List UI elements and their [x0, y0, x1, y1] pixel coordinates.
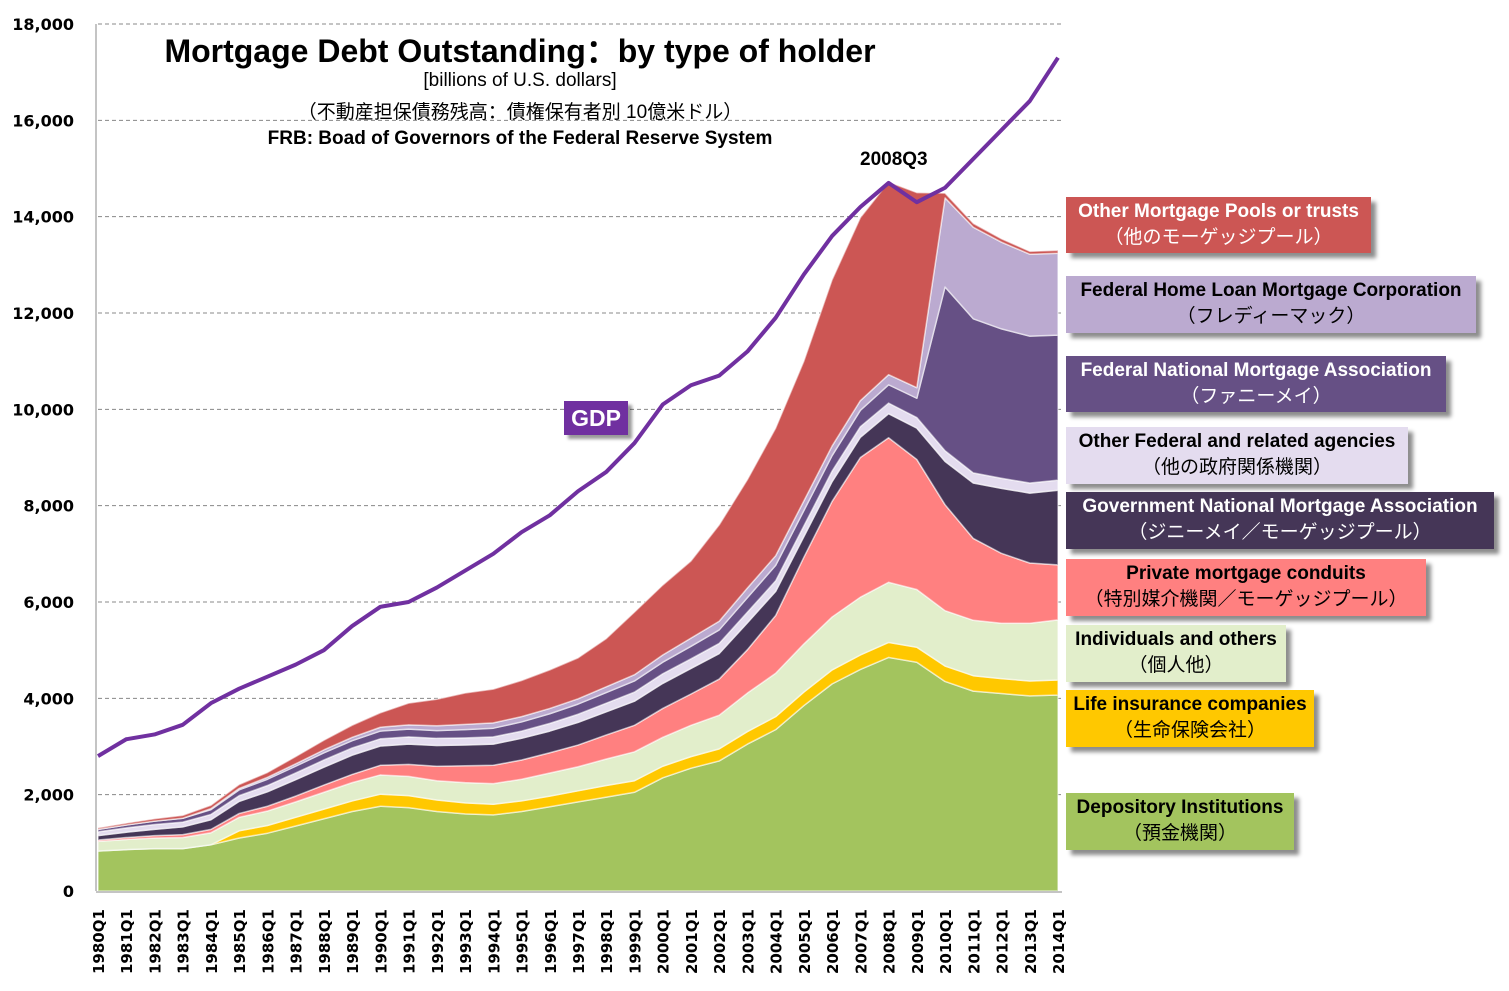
legend-item-label-ja: （生命保険会社） — [1113, 720, 1266, 741]
legend-item-label-ja: （特別媒介機関／モーゲッジプール） — [1084, 589, 1408, 610]
y-tick-label: 6,000 — [23, 593, 74, 612]
y-tick-label: 16,000 — [12, 111, 74, 130]
x-tick-label: 1990Q1 — [372, 909, 390, 974]
x-tick-label: 2006Q1 — [824, 909, 842, 974]
x-tick-label: 2010Q1 — [937, 909, 955, 974]
legend-item-label-ja: （他のモーゲッジプール） — [1104, 227, 1333, 248]
area-other-mortgage-pools-or-trusts — [97, 181, 1059, 831]
legend-item: Federal National Mortgage Association （ファ… — [1066, 356, 1446, 412]
y-tick-label: 4,000 — [23, 689, 74, 708]
x-tick-label: 1989Q1 — [344, 909, 362, 974]
legend-item-label: Life insurance companies — [1073, 694, 1307, 715]
x-tick-label: 2008Q1 — [881, 909, 899, 974]
chart-subtitle-ja: （不動産担保債務残高：債権保有者別 10億米ドル） — [297, 102, 743, 123]
legend-item-label-ja: （預金機関） — [1122, 823, 1237, 844]
x-tick-label: 1987Q1 — [288, 909, 306, 974]
x-tick-label: 2001Q1 — [683, 909, 701, 974]
x-tick-label: 1988Q1 — [316, 909, 334, 974]
x-tick-label: 1983Q1 — [175, 909, 193, 974]
legend-item: Depository Institutions （預金機関） — [1066, 793, 1294, 850]
x-tick-label: 1981Q1 — [118, 909, 136, 974]
stacked-areas — [97, 181, 1059, 892]
x-tick-label: 1985Q1 — [231, 909, 249, 974]
legend-item: Federal Home Loan Mortgage Corporation （フ… — [1066, 276, 1476, 333]
legend-item: Other Mortgage Pools or trusts （他のモーゲッジプー… — [1066, 197, 1371, 253]
x-tick-label: 1992Q1 — [429, 909, 447, 974]
x-tick-label: 2012Q1 — [994, 909, 1012, 974]
chart-source: FRB: Boad of Governors of the Federal Re… — [267, 128, 773, 149]
chart-title: Mortgage Debt Outstanding：by type of hol… — [164, 33, 876, 69]
gdp-line — [96, 56, 1060, 758]
peak-annotation: 2008Q3 — [860, 149, 928, 170]
legend-item-label: Individuals and others — [1075, 629, 1277, 650]
x-tick-label: 2004Q1 — [768, 909, 786, 974]
x-tick-label: 2007Q1 — [852, 909, 870, 974]
legend-item-label-ja: （フレディーマック） — [1176, 306, 1366, 327]
x-tick-label: 1998Q1 — [598, 909, 616, 974]
x-tick-label: 2011Q1 — [965, 909, 983, 974]
axes — [95, 24, 1062, 893]
legend-item-label: Government National Mortgage Association — [1082, 496, 1478, 517]
x-tick-label: 1995Q1 — [514, 909, 532, 974]
legend-item-label: Private mortgage conduits — [1126, 563, 1366, 584]
x-tick-label: 2014Q1 — [1050, 909, 1068, 974]
gdp-annotation: GDP — [564, 401, 628, 435]
y-tick-label: 14,000 — [12, 208, 74, 227]
x-tick-label: 2000Q1 — [655, 909, 673, 974]
legend-item-label-ja: （他の政府関係機関） — [1141, 457, 1332, 478]
legend-item: Government National Mortgage Association… — [1066, 492, 1494, 549]
y-tick-label: 8,000 — [23, 497, 74, 516]
x-tick-label: 1994Q1 — [485, 909, 503, 974]
chart-units: [billions of U.S. dollars] — [423, 70, 617, 91]
x-tick-label: 2003Q1 — [739, 909, 757, 974]
x-tick-label: 2002Q1 — [711, 909, 729, 974]
x-tick-label: 2013Q1 — [1022, 909, 1040, 974]
legend-item-label-ja: （個人他） — [1128, 655, 1224, 676]
x-tick-label: 1996Q1 — [542, 909, 560, 974]
legend-item: Other Federal and related agencies （他の政府関… — [1066, 427, 1408, 484]
x-tick-label: 1980Q1 — [90, 909, 108, 974]
y-tick-label: 2,000 — [23, 786, 74, 805]
y-tick-label: 18,000 — [12, 15, 74, 34]
legend-item-label-ja: （ジニーメイ／モーゲッジプール） — [1128, 522, 1432, 543]
y-tick-label: 0 — [63, 882, 74, 901]
x-tick-label: 1993Q1 — [457, 909, 475, 974]
legend-item-label: Other Mortgage Pools or trusts — [1078, 201, 1359, 222]
legend-item-label: Depository Institutions — [1076, 797, 1284, 818]
legend-item-label: Federal Home Loan Mortgage Corporation — [1080, 280, 1462, 301]
legend-item-label: Other Federal and related agencies — [1078, 431, 1396, 452]
x-tick-label: 1986Q1 — [259, 909, 277, 974]
legend-item: Life insurance companies （生命保険会社） — [1066, 690, 1314, 747]
x-tick-label: 2005Q1 — [796, 909, 814, 974]
legend-item-label-ja: （ファニーメイ） — [1180, 386, 1332, 407]
legend-item: Individuals and others （個人他） — [1066, 625, 1286, 682]
y-tick-label: 12,000 — [12, 304, 74, 323]
x-tick-label: 1991Q1 — [401, 909, 419, 974]
legend-item: Private mortgage conduits （特別媒介機関／モーゲッジプー… — [1066, 559, 1426, 616]
x-tick-labels: 1980Q1 1981Q1 1982Q1 1983Q1 1984Q1 1985Q1 1986… — [90, 909, 1068, 974]
gdp-line-group — [96, 56, 1060, 758]
x-tick-label: 1984Q1 — [203, 909, 221, 974]
y-tick-labels: 0 2,000 4,000 6,000 8,000 10,000 12,000 14,000 1… — [12, 15, 74, 901]
x-tick-label: 1982Q1 — [146, 909, 164, 974]
legend-item-label: Federal National Mortgage Association — [1080, 360, 1432, 381]
y-tick-label: 10,000 — [12, 400, 74, 419]
x-tick-label: 2009Q1 — [909, 909, 927, 974]
x-tick-label: 1997Q1 — [570, 909, 588, 974]
x-tick-label: 1999Q1 — [626, 909, 644, 974]
